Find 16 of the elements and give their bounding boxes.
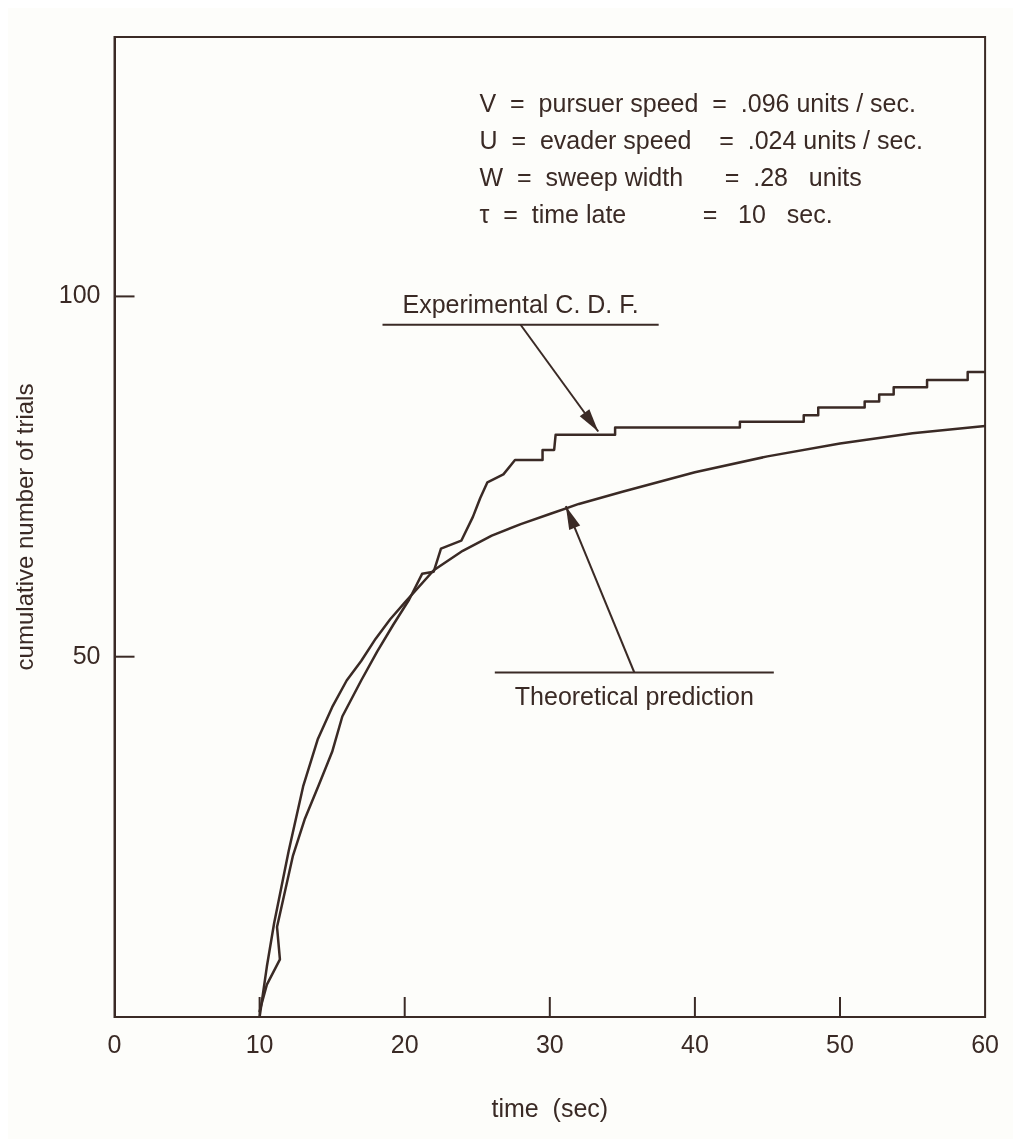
x-axis-title: time (sec) — [491, 1093, 609, 1122]
x-tick-label: 30 — [535, 1029, 564, 1058]
annotation: W = sweep width = .28 units — [479, 162, 862, 191]
x-tick-label: 40 — [680, 1029, 709, 1058]
annotation: U = evader speed = .024 units / sec. — [479, 125, 923, 154]
annotation: Experimental C. D. F. — [402, 289, 639, 318]
annotation: Theoretical prediction — [514, 681, 754, 710]
x-tick-label: 50 — [826, 1029, 854, 1058]
y-axis-title: cumulative number of trials — [11, 383, 39, 671]
annotation: τ = time late = 10 sec. — [479, 199, 833, 228]
x-tick-label: 60 — [971, 1029, 999, 1058]
annotation: V = pursuer speed = .096 units / sec. — [479, 88, 916, 117]
x-tick-label: 10 — [245, 1029, 274, 1058]
x-tick-label: 20 — [390, 1029, 419, 1058]
y-tick-label: 100 — [58, 280, 101, 309]
x-tick-label: 0 — [107, 1029, 122, 1058]
